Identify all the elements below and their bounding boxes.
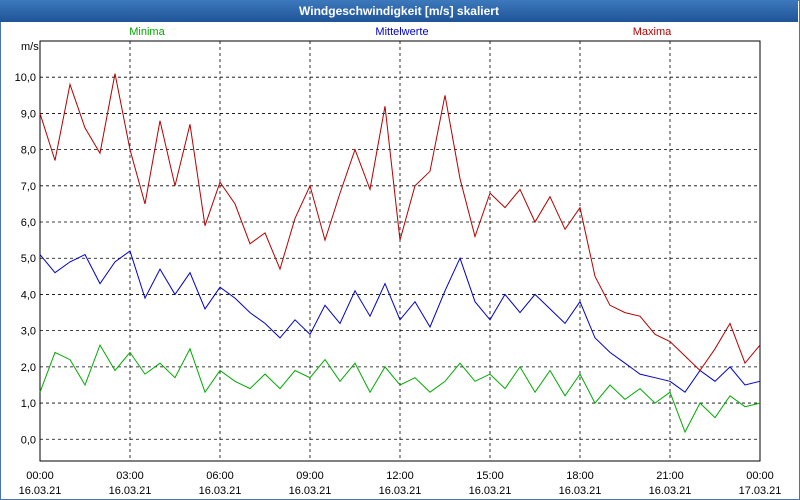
series-line-minima <box>39 343 761 434</box>
legend-mittelwerte: Mittelwerte <box>375 26 428 38</box>
x-tick-date: 16.03.21 <box>469 485 512 497</box>
x-tick-date: 16.03.21 <box>649 485 692 497</box>
series-group <box>39 73 761 434</box>
x-tick-date: 17.03.21 <box>739 485 782 497</box>
x-tick-date: 16.03.21 <box>199 485 242 497</box>
y-tick-label: 3,0 <box>21 326 36 338</box>
y-tick-label: 6,0 <box>21 217 36 229</box>
series-line-mittelwerte <box>39 250 761 393</box>
x-tick-time: 00:00 <box>746 470 774 482</box>
x-tick-time: 00:00 <box>26 470 54 482</box>
x-tick-date: 16.03.21 <box>379 485 422 497</box>
y-tick-label: 5,0 <box>21 253 36 265</box>
y-axis-ticks: 0,0 1,0 2,0 3,0 4,0 5,0 6,0 7,0 8,0 9,0 10,0 <box>15 72 36 446</box>
series-line-maxima <box>39 73 761 372</box>
y-tick-label: 10,0 <box>15 72 36 84</box>
x-tick-time: 03:00 <box>116 470 144 482</box>
y-tick-label: 8,0 <box>21 145 36 157</box>
x-tick-date: 16.03.21 <box>109 485 152 497</box>
x-tick-time: 21:00 <box>656 470 684 482</box>
y-tick-label: 1,0 <box>21 398 36 410</box>
x-tick-time: 18:00 <box>566 470 594 482</box>
grid-lines <box>40 41 760 461</box>
y-tick-label: 4,0 <box>21 289 36 301</box>
y-axis-label: m/s <box>21 41 39 53</box>
x-tick-time: 06:00 <box>206 470 234 482</box>
x-tick-time: 09:00 <box>296 470 324 482</box>
legend-minima: Minima <box>129 26 165 38</box>
x-tick-time: 12:00 <box>386 470 414 482</box>
x-tick-time: 15:00 <box>476 470 504 482</box>
y-tick-label: 9,0 <box>21 108 36 120</box>
y-tick-label: 2,0 <box>21 362 36 374</box>
x-tick-date: 16.03.21 <box>289 485 332 497</box>
x-tick-date: 16.03.21 <box>559 485 602 497</box>
x-axis-ticks: 00:00 16.03.21 03:00 16.03.21 06:00 16.03.21 0… <box>19 470 782 497</box>
x-tick-date: 16.03.21 <box>19 485 62 497</box>
chart-title: Windgeschwindigkeit [m/s] skaliert <box>0 0 798 22</box>
y-tick-label: 7,0 <box>21 181 36 193</box>
y-tick-label: 0,0 <box>21 434 36 446</box>
legend-maxima: Maxima <box>633 26 672 38</box>
